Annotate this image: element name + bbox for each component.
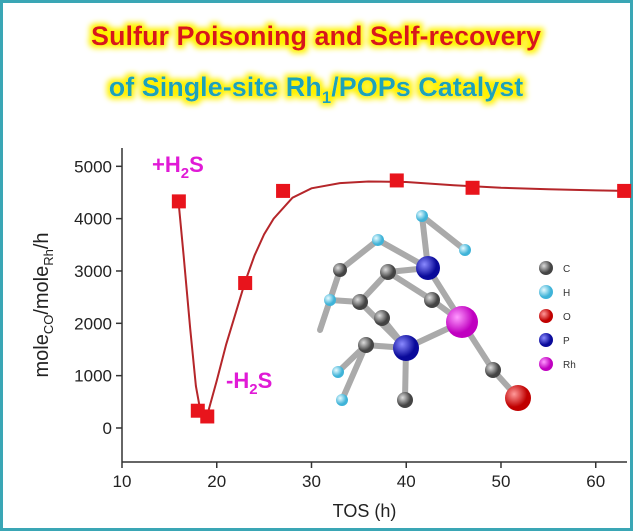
annotation-part: S xyxy=(189,152,204,177)
data-point xyxy=(276,183,291,198)
annotation-part: 2 xyxy=(181,165,189,182)
x-tick-label: 50 xyxy=(492,472,511,491)
y-axis-label-part: Rh xyxy=(41,249,56,266)
annotation-part: +H xyxy=(152,152,181,177)
atom-legend: C H O P Rh xyxy=(539,261,576,371)
y-axis-label: moleCO/moleRh/h xyxy=(31,232,56,377)
atom-swatch xyxy=(539,285,553,299)
x-tick-label: 20 xyxy=(207,472,226,491)
x-tick-label: 30 xyxy=(302,472,321,491)
y-axis-label-part: CO xyxy=(41,315,56,335)
data-point xyxy=(389,173,404,188)
annotation: +H2S xyxy=(152,152,204,182)
data-point xyxy=(200,409,215,424)
data-point xyxy=(171,194,186,209)
data-point xyxy=(465,180,480,195)
title: Sulfur Poisoning and Self-recovery xyxy=(91,21,541,51)
atom-swatch xyxy=(539,333,553,347)
atom-label: P xyxy=(563,336,570,347)
atom-label: Rh xyxy=(563,360,576,371)
atom-swatch xyxy=(539,261,553,275)
y-axis-label-part: /h xyxy=(31,232,53,249)
y-tick-label: 5000 xyxy=(74,157,112,176)
x-tick-label: 40 xyxy=(397,472,416,491)
y-tick-label: 3000 xyxy=(74,262,112,281)
molecule xyxy=(317,210,531,411)
x-axis-label: TOS (h) xyxy=(333,501,397,521)
y-tick-label: 4000 xyxy=(74,210,112,229)
atom-swatch xyxy=(539,357,553,371)
x-tick-label: 60 xyxy=(586,472,605,491)
x-tick-label: 10 xyxy=(113,472,132,491)
annotation-part: -H xyxy=(226,368,249,393)
data-point xyxy=(238,276,253,291)
subtitle: of Single-site Rh1/POPs Catalyst xyxy=(109,72,524,107)
atom-label: H xyxy=(563,288,570,299)
atom-swatch xyxy=(539,309,553,323)
atom-label: C xyxy=(563,264,570,275)
y-tick-label: 0 xyxy=(103,419,112,438)
y-axis-label-part: /mole xyxy=(31,266,53,315)
annotation-part: 2 xyxy=(249,381,257,398)
y-tick-label: 2000 xyxy=(74,314,112,333)
annotation: -H2S xyxy=(226,368,272,398)
atom-label: O xyxy=(563,312,571,323)
y-axis-label-part: mole xyxy=(31,334,53,377)
y-tick-label: 1000 xyxy=(74,367,112,386)
plot: 0 1000 2000 3000 4000 5000 10 20 30 40 50 60 TOS (h)… xyxy=(31,148,632,521)
annotation-part: S xyxy=(258,368,273,393)
data-point xyxy=(617,183,632,198)
